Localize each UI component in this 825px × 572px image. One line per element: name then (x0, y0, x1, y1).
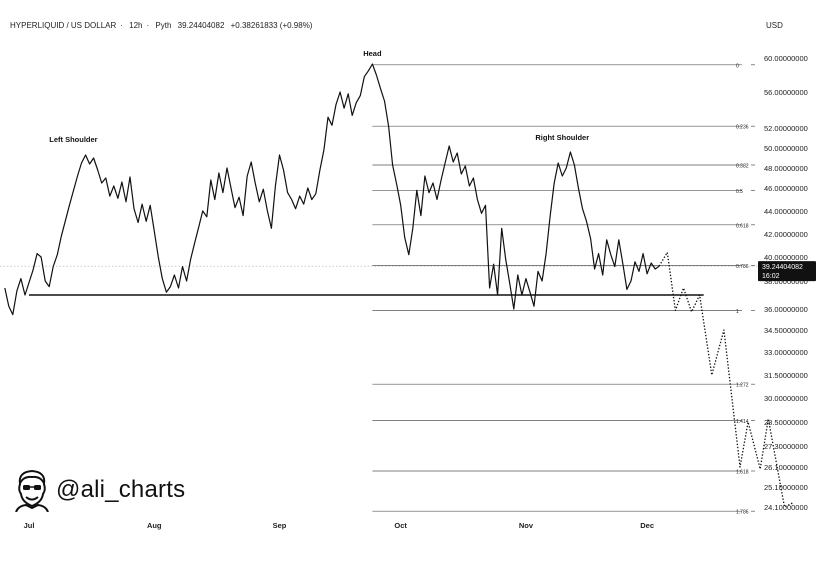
price-badge-countdown: 16:02 (762, 273, 780, 280)
price-series (4, 63, 660, 316)
y-tick-label: 30.00000000 (764, 394, 808, 403)
projection-series (658, 251, 793, 508)
y-tick-label: 25.10000000 (764, 483, 808, 492)
y-tick-label: 24.10000000 (764, 503, 808, 512)
interval-label[interactable]: 12h (129, 21, 143, 30)
fib-label: 1.786 (736, 510, 749, 516)
y-tick-label: 56.00000000 (764, 88, 808, 97)
fib-label: 1.414 (736, 419, 749, 425)
last-price: 39.24404082 (177, 21, 225, 30)
symbol-name[interactable]: HYPERLIQUID / US DOLLAR (10, 21, 117, 30)
data-source: Pyth (155, 21, 172, 30)
fib-label: 0.382 (736, 164, 749, 170)
x-tick-label: Jul (24, 521, 35, 530)
x-tick-label: Dec (640, 521, 654, 530)
chart-header: HYPERLIQUID / US DOLLAR · 12h · Pyth 39.24… (10, 21, 316, 30)
pattern-annotation: Right Shoulder (535, 133, 589, 142)
y-tick-label: 28.50000000 (764, 418, 808, 427)
y-tick-label: 48.00000000 (764, 164, 808, 173)
fib-label: 1.618 (736, 470, 749, 476)
price-change: +0.38261833 (+0.98%) (230, 21, 313, 30)
y-tick-label: 60.00000000 (764, 54, 808, 63)
avatar-icon (15, 469, 49, 512)
y-tick-label: 31.50000000 (764, 371, 808, 380)
fib-label: 0.786 (736, 264, 749, 270)
price-badge (758, 261, 816, 282)
x-tick-label: Sep (273, 521, 287, 530)
x-tick-label: Aug (147, 521, 162, 530)
fib-label: 0.618 (736, 223, 749, 229)
pattern-annotation: Head (363, 49, 382, 58)
price-badge-value: 39.24404082 (762, 264, 803, 271)
watermark: @ali_charts (12, 462, 185, 518)
fib-label: 1.272 (736, 383, 749, 389)
y-tick-label: 38.00000000 (764, 277, 808, 286)
y-tick-label: 44.00000000 (764, 207, 808, 216)
y-tick-label: 50.00000000 (764, 144, 808, 153)
y-tick-label: 36.00000000 (764, 305, 808, 314)
y-tick-label: 40.00000000 (764, 253, 808, 262)
x-tick-label: Oct (394, 521, 407, 530)
y-tick-label: 52.00000000 (764, 124, 808, 133)
x-tick-label: Nov (519, 521, 534, 530)
y-tick-label: 42.00000000 (764, 230, 808, 239)
y-tick-label: 27.30000000 (764, 442, 808, 451)
fib-label: 1 (736, 309, 739, 315)
header-sep: · (146, 21, 150, 30)
y-tick-label: 33.00000000 (764, 348, 808, 357)
watermark-handle: @ali_charts (56, 476, 186, 503)
fib-label: 0.236 (736, 125, 749, 131)
y-tick-label: 34.50000000 (764, 326, 808, 335)
fib-label: 0 (736, 63, 739, 69)
y-tick-label: 46.00000000 (764, 184, 808, 193)
currency-label[interactable]: USD (766, 21, 783, 30)
pattern-annotation: Left Shoulder (49, 135, 97, 144)
y-tick-label: 26.10000000 (764, 463, 808, 472)
header-sep: · (120, 21, 123, 30)
fib-label: 0.5 (736, 189, 743, 195)
